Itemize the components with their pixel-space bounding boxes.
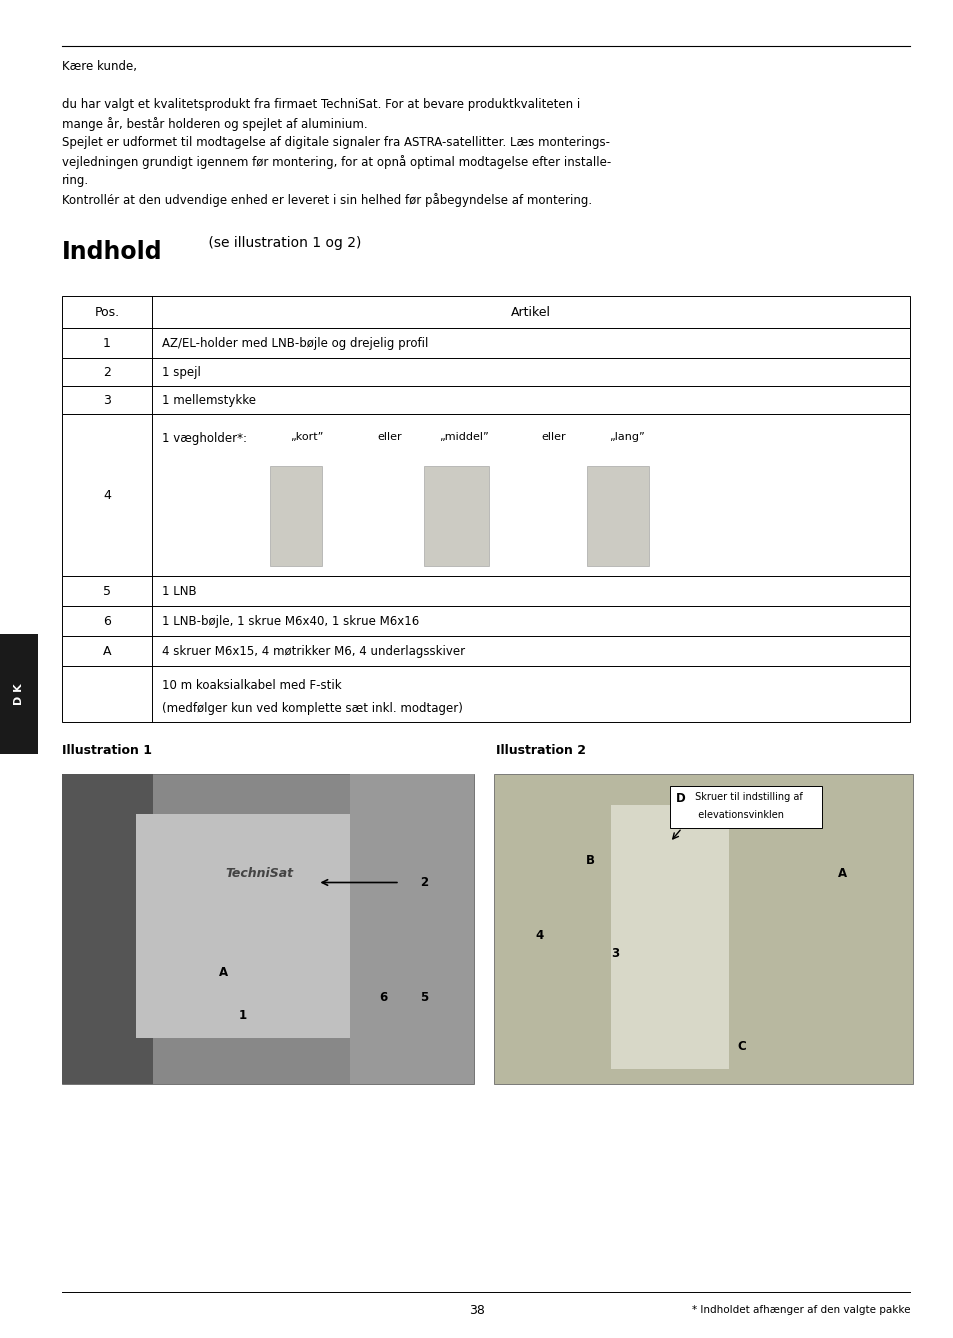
Bar — [0, 634, 38, 755]
Bar — [62, 296, 909, 328]
Bar — [270, 466, 322, 566]
Text: 1 mellemstykke: 1 mellemstykke — [162, 393, 255, 407]
Text: 38: 38 — [469, 1303, 484, 1317]
Text: du har valgt et kvalitetsprodukt fra firmaet TechniSat. For at bevare produktkva: du har valgt et kvalitetsprodukt fra fir… — [62, 98, 579, 111]
Text: (se illustration 1 og 2): (se illustration 1 og 2) — [204, 235, 361, 250]
Text: 4: 4 — [103, 488, 111, 502]
Text: 3: 3 — [103, 393, 111, 407]
Bar — [350, 773, 474, 1084]
Text: TechniSat: TechniSat — [226, 867, 294, 879]
Bar — [423, 466, 489, 566]
Bar — [62, 359, 909, 385]
Text: elevationsvinklen: elevationsvinklen — [691, 809, 783, 820]
Text: mange år, består holderen og spejlet af aluminium.: mange år, består holderen og spejlet af … — [62, 116, 367, 131]
Text: Skruer til indstilling af: Skruer til indstilling af — [691, 792, 801, 801]
Bar — [669, 785, 821, 828]
Text: AZ/EL-holder med LNB-bøjle og drejelig profil: AZ/EL-holder med LNB-bøjle og drejelig p… — [162, 336, 428, 349]
Bar — [62, 413, 909, 575]
Text: A: A — [103, 645, 112, 657]
Text: 1: 1 — [239, 1009, 247, 1022]
Text: 2: 2 — [420, 876, 428, 888]
Bar — [62, 773, 152, 1084]
Text: 4: 4 — [536, 929, 543, 942]
Text: Illustration 2: Illustration 2 — [496, 744, 585, 757]
Bar — [62, 666, 909, 723]
Text: 6: 6 — [379, 990, 387, 1004]
Bar — [586, 466, 648, 566]
Text: „lang”: „lang” — [608, 432, 644, 442]
Bar — [62, 636, 909, 666]
Text: * Indholdet afhænger af den valgte pakke: * Indholdet afhænger af den valgte pakke — [691, 1305, 909, 1315]
Text: Illustration 1: Illustration 1 — [62, 744, 152, 757]
Text: 2: 2 — [103, 365, 111, 379]
Text: 10 m koaksialkabel med F-stik: 10 m koaksialkabel med F-stik — [162, 678, 341, 692]
Text: 1 vægholder*:: 1 vægholder*: — [162, 432, 247, 446]
Text: A: A — [218, 966, 228, 979]
Text: C: C — [737, 1041, 745, 1053]
Bar — [62, 575, 909, 606]
Bar — [611, 805, 728, 1069]
Text: Spejlet er udformet til modtagelse af digitale signaler fra ASTRA-satellitter. L: Spejlet er udformet til modtagelse af di… — [62, 136, 609, 149]
Text: 5: 5 — [103, 585, 111, 598]
Text: 1 LNB-bøjle, 1 skrue M6x40, 1 skrue M6x16: 1 LNB-bøjle, 1 skrue M6x40, 1 skrue M6x1… — [162, 614, 418, 628]
Text: ring.: ring. — [62, 174, 89, 187]
Text: (medfølger kun ved komplette sæt inkl. modtager): (medfølger kun ved komplette sæt inkl. m… — [162, 702, 462, 714]
Text: Artikel: Artikel — [511, 305, 551, 318]
Text: A: A — [837, 867, 846, 879]
Text: Kontrollér at den udvendige enhed er leveret i sin helhed før påbegyndelse af mo: Kontrollér at den udvendige enhed er lev… — [62, 193, 592, 207]
Bar — [136, 815, 391, 1037]
Bar — [62, 606, 909, 636]
Text: D K: D K — [14, 684, 24, 705]
Text: Kære kunde,: Kære kunde, — [62, 60, 137, 74]
Text: 4 skruer M6x15, 4 møtrikker M6, 4 underlagsskiver: 4 skruer M6x15, 4 møtrikker M6, 4 underl… — [162, 645, 465, 657]
Text: Indhold: Indhold — [62, 240, 162, 264]
Text: „kort”: „kort” — [290, 432, 323, 442]
Text: 1 LNB: 1 LNB — [162, 585, 196, 598]
Text: vejledningen grundigt igennem før montering, for at opnå optimal modtagelse efte: vejledningen grundigt igennem før monter… — [62, 155, 611, 169]
Text: 6: 6 — [103, 614, 111, 628]
Text: Pos.: Pos. — [94, 305, 119, 318]
Text: eller: eller — [377, 432, 402, 442]
Bar — [494, 773, 912, 1084]
Text: 3: 3 — [611, 947, 618, 961]
Text: 1 spejl: 1 spejl — [162, 365, 201, 379]
Text: „middel”: „middel” — [438, 432, 488, 442]
Text: 5: 5 — [420, 990, 428, 1004]
Bar — [62, 773, 474, 1084]
Text: eller: eller — [541, 432, 566, 442]
Bar — [62, 328, 909, 359]
Text: 1: 1 — [103, 336, 111, 349]
Text: D: D — [676, 792, 685, 805]
Bar — [62, 385, 909, 413]
Text: B: B — [585, 854, 595, 867]
